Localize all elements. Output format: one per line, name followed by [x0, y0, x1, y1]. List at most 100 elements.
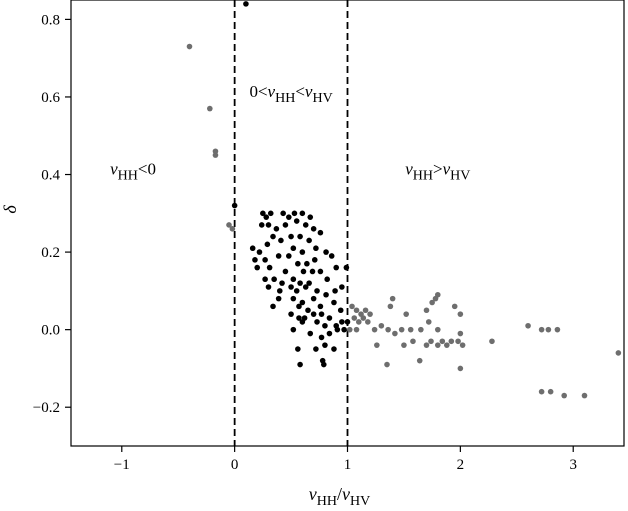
data-point	[418, 326, 424, 333]
data-point	[207, 105, 213, 112]
data-point	[326, 315, 333, 321]
data-point	[353, 326, 360, 333]
data-point	[299, 319, 306, 325]
data-point	[262, 276, 268, 283]
data-point	[392, 330, 398, 337]
region-labels: νHH<0 0<νHH<νHV νHH>νHV	[110, 82, 470, 184]
data-point	[561, 392, 567, 399]
data-point	[339, 319, 345, 325]
data-point	[313, 245, 319, 252]
y-axis-label: δ	[0, 205, 20, 214]
data-point	[243, 1, 249, 7]
data-point	[293, 288, 300, 294]
data-point	[428, 338, 434, 345]
x-tick-label: 3	[569, 457, 577, 473]
data-point	[455, 338, 461, 345]
data-point	[265, 284, 272, 290]
data-point	[341, 326, 347, 333]
data-point	[538, 326, 545, 333]
data-point	[311, 257, 318, 263]
data-point	[343, 264, 350, 271]
data-point	[304, 260, 310, 267]
data-point	[317, 268, 324, 275]
data-point	[278, 237, 284, 244]
data-point	[276, 288, 283, 294]
data-point	[322, 342, 328, 348]
data-point	[299, 249, 306, 255]
data-point	[323, 291, 329, 298]
data-point	[310, 226, 317, 232]
x-tick-label: 0	[231, 457, 239, 473]
data-point	[429, 299, 435, 306]
data-point	[271, 276, 277, 283]
data-point	[265, 222, 272, 228]
data-point	[374, 342, 380, 348]
data-point	[270, 233, 276, 240]
data-point	[275, 295, 282, 302]
data-point	[260, 210, 266, 217]
data-point	[306, 237, 312, 244]
data-point	[270, 303, 276, 310]
region-label: νHH<0	[110, 160, 156, 184]
y-axis-ticks: −0.2 0.0 0.2 0.4 0.6 0.8	[33, 12, 71, 416]
data-point	[266, 264, 273, 271]
data-point	[333, 264, 340, 271]
data-point	[434, 291, 441, 298]
y-tick-label: 0.2	[41, 245, 60, 261]
data-point	[295, 346, 301, 352]
data-point	[353, 307, 360, 314]
data-point	[318, 311, 325, 317]
region-label: 0<νHH<νHV	[249, 82, 332, 106]
data-point	[360, 315, 367, 321]
data-point	[229, 226, 236, 232]
data-point	[288, 284, 294, 290]
data-point	[267, 210, 274, 217]
data-point	[323, 249, 329, 255]
data-point	[288, 311, 294, 317]
data-point	[434, 342, 441, 348]
data-point	[226, 222, 232, 228]
data-point	[525, 322, 531, 329]
data-point	[296, 315, 302, 321]
data-point	[448, 338, 455, 345]
data-point	[324, 276, 330, 283]
data-point	[299, 299, 306, 306]
data-point	[186, 43, 193, 50]
y-tick-label: 0.8	[41, 12, 60, 28]
data-point	[314, 319, 320, 325]
data-point	[362, 307, 369, 314]
data-point	[297, 280, 303, 286]
data-point	[307, 214, 314, 220]
region-dividers	[233, 0, 349, 446]
data-point	[317, 303, 324, 310]
data-point	[263, 214, 270, 220]
y-tick-label: 0.4	[41, 168, 60, 184]
data-point	[398, 326, 405, 333]
data-point	[554, 326, 561, 333]
data-point	[407, 326, 414, 333]
data-point	[346, 326, 353, 333]
y-tick-label: −0.2	[33, 400, 60, 416]
data-point	[249, 245, 256, 252]
data-point	[299, 210, 306, 217]
data-point	[355, 319, 362, 325]
data-point	[300, 268, 307, 275]
data-point	[286, 214, 292, 220]
data-point	[286, 253, 292, 259]
data-point	[310, 295, 317, 302]
y-tick-label: 0.0	[41, 323, 60, 339]
data-point	[331, 346, 337, 352]
data-point	[434, 326, 441, 333]
data-point	[293, 218, 300, 224]
data-point	[459, 342, 466, 348]
x-axis-ticks: −1 0 1 2 3	[114, 446, 577, 473]
data-point	[457, 365, 464, 372]
data-point	[290, 276, 297, 283]
data-point	[367, 311, 373, 317]
data-point	[307, 330, 314, 337]
data-point	[280, 210, 286, 217]
data-point	[489, 338, 495, 345]
data-point	[457, 311, 464, 317]
data-point	[410, 338, 416, 345]
